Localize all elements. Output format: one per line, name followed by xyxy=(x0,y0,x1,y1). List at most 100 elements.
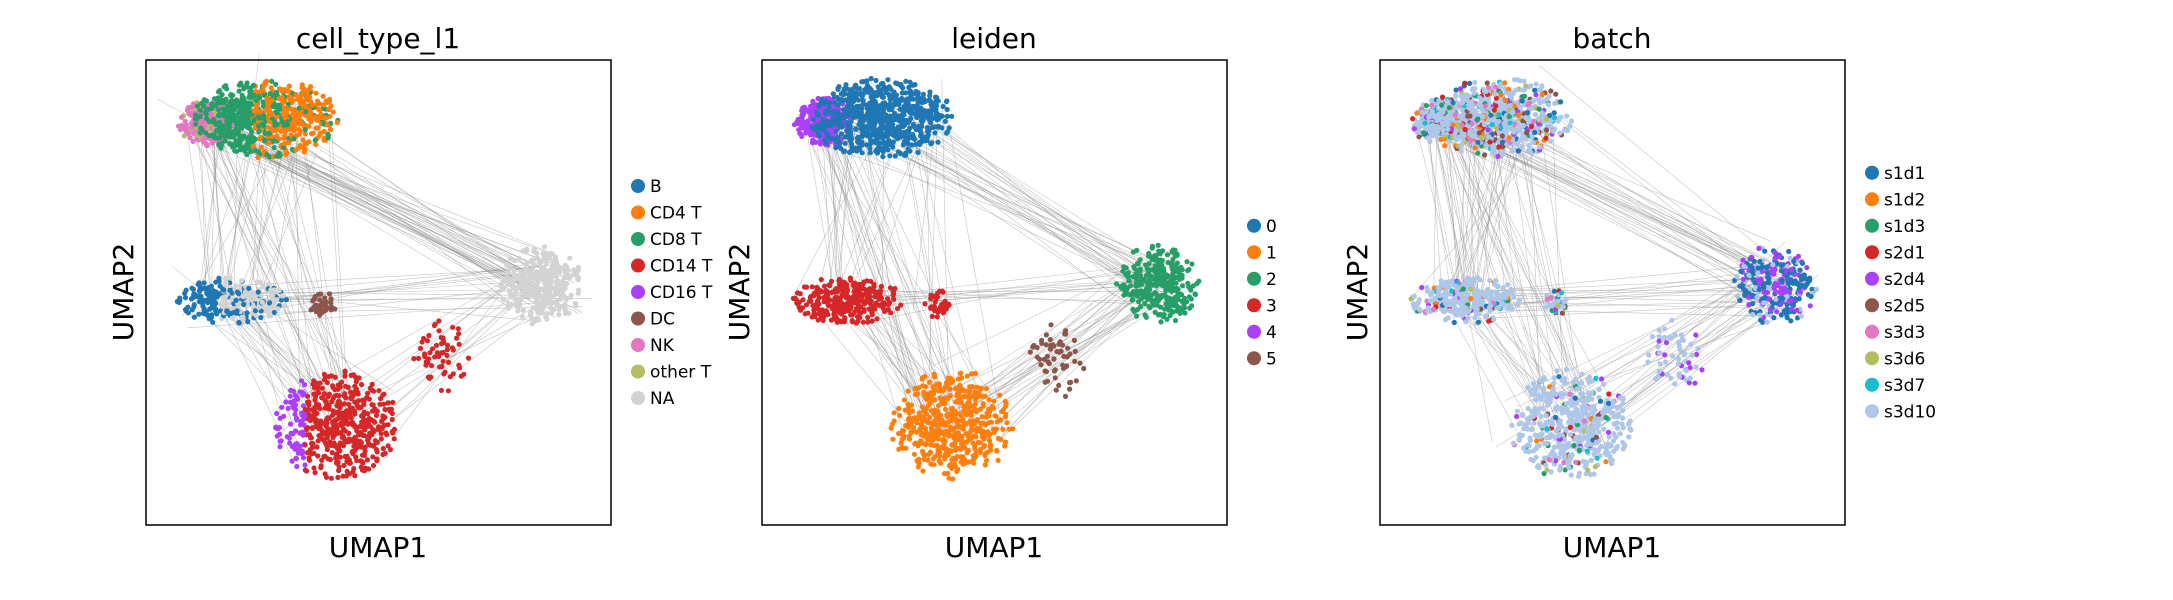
cell-point xyxy=(941,302,947,308)
cell-point xyxy=(1056,382,1062,388)
cell-point xyxy=(880,124,886,130)
cell-point xyxy=(945,419,951,425)
cell-point xyxy=(887,153,893,159)
cell-point xyxy=(1185,280,1191,286)
knn-edge xyxy=(299,125,344,391)
knn-edge xyxy=(211,117,301,455)
cell-point xyxy=(268,98,274,104)
cell-point xyxy=(236,291,242,297)
knn-edge xyxy=(276,124,524,314)
cell-point xyxy=(903,90,909,96)
cell-point xyxy=(855,314,861,320)
cell-point xyxy=(376,388,382,394)
cell-point xyxy=(229,315,236,321)
cell-point xyxy=(969,371,975,377)
cell-point xyxy=(938,460,944,466)
cell-point xyxy=(238,124,245,130)
cell-point xyxy=(342,438,348,444)
cell-point xyxy=(1039,340,1045,346)
cell-point xyxy=(1053,387,1059,393)
cell-point xyxy=(533,315,540,321)
cell-point xyxy=(237,104,243,110)
cell-point xyxy=(833,294,839,300)
cell-point xyxy=(934,290,941,296)
cell-point xyxy=(366,416,372,422)
cell-point xyxy=(291,136,297,142)
knn-edge xyxy=(206,318,382,436)
cell-point xyxy=(256,123,262,129)
cell-point xyxy=(508,279,514,285)
cell-point xyxy=(1004,420,1010,426)
knn-edge xyxy=(196,125,214,314)
cell-point xyxy=(803,302,809,308)
cell-point xyxy=(246,285,252,291)
cell-point xyxy=(336,467,342,474)
cell-point xyxy=(1134,313,1140,319)
cell-point xyxy=(260,88,266,94)
cell-point xyxy=(203,130,209,136)
cell-point xyxy=(995,457,1001,463)
knn-edge xyxy=(280,270,529,433)
cell-point xyxy=(250,143,256,149)
cell-point xyxy=(937,113,943,119)
cell-point xyxy=(314,302,320,308)
cell-point xyxy=(898,119,904,125)
knn-edge xyxy=(276,115,354,433)
cell-point xyxy=(311,465,317,471)
cell-point xyxy=(522,281,528,287)
cell-point xyxy=(847,275,853,281)
cell-point xyxy=(1043,342,1049,348)
cell-point xyxy=(1002,439,1008,445)
cell-point xyxy=(353,379,359,385)
cell-point xyxy=(234,308,240,314)
knn-edge xyxy=(295,98,301,427)
cell-point xyxy=(1034,354,1040,360)
cell-point xyxy=(953,447,959,453)
cell-point xyxy=(1127,283,1134,289)
cell-point xyxy=(972,389,978,395)
cell-point xyxy=(197,107,203,113)
cell-point xyxy=(954,391,960,397)
legend-marker xyxy=(1247,324,1261,339)
cell-point xyxy=(342,428,348,434)
cell-point xyxy=(1131,264,1137,270)
cell-point xyxy=(915,149,921,156)
cell-point xyxy=(1179,275,1185,281)
cell-point xyxy=(319,385,325,391)
cell-point xyxy=(539,310,545,316)
cell-point xyxy=(878,283,884,289)
cell-point xyxy=(905,388,911,394)
cell-point xyxy=(929,313,935,319)
cell-point xyxy=(528,269,534,275)
cell-point xyxy=(194,103,200,109)
cell-point xyxy=(237,283,243,289)
cell-point xyxy=(832,315,838,321)
cell-point xyxy=(293,415,300,421)
cell-point xyxy=(907,148,913,154)
cell-point xyxy=(431,322,437,329)
cell-point xyxy=(816,133,822,139)
cell-point xyxy=(328,475,334,481)
cell-point xyxy=(917,141,923,147)
cell-point xyxy=(353,454,359,460)
cell-point xyxy=(390,430,396,436)
cell-point xyxy=(868,75,874,82)
cell-point xyxy=(293,92,299,98)
cell-point xyxy=(901,138,908,145)
cell-point xyxy=(894,125,900,131)
cell-point xyxy=(865,314,871,321)
cell-point xyxy=(835,86,841,92)
cell-point xyxy=(253,312,259,319)
cell-point xyxy=(282,87,288,93)
cell-point xyxy=(513,297,519,303)
cell-point xyxy=(873,77,879,84)
cell-point xyxy=(297,94,304,100)
cell-point xyxy=(262,82,268,88)
cell-point xyxy=(1154,292,1160,298)
cell-point xyxy=(897,412,903,419)
cell-point xyxy=(182,118,188,124)
cell-point xyxy=(215,107,221,113)
knn-edge xyxy=(188,120,354,391)
cell-point xyxy=(890,436,896,442)
cell-point xyxy=(264,96,270,102)
